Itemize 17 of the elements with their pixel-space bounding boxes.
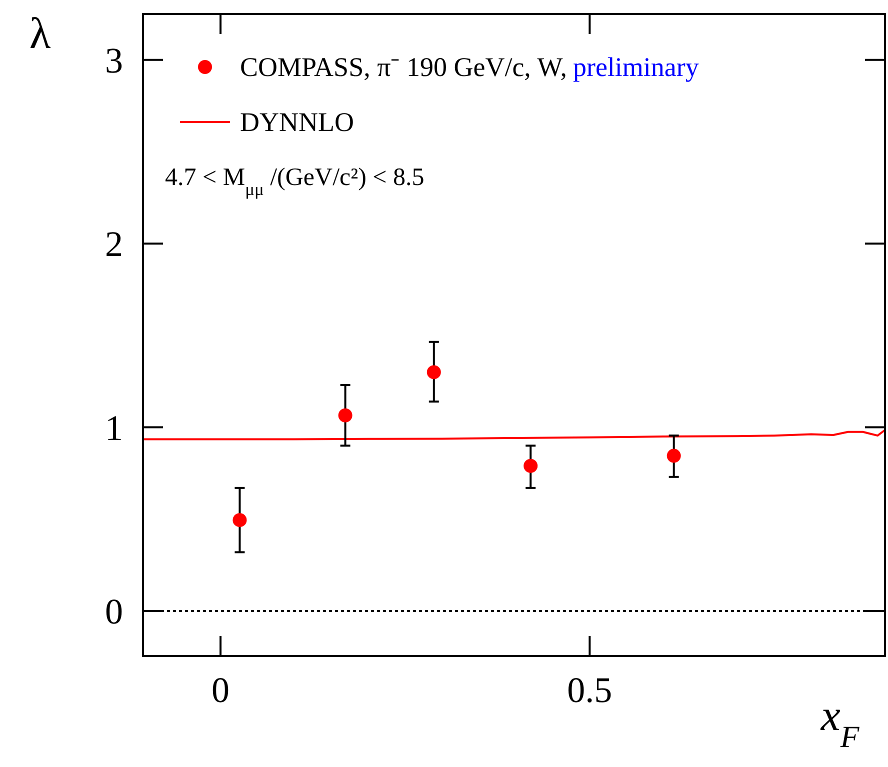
- y-tick-label: 0: [105, 592, 123, 632]
- y-axis-title: λ: [29, 9, 52, 58]
- point: [338, 408, 352, 422]
- x-axis-title: x$_{F}$: [820, 691, 860, 754]
- annotation: 4.7 < M$_{μμ}$ /(GeV/c²) < 8.5: [165, 164, 424, 199]
- annotation: preliminary: [572, 52, 700, 82]
- point: [524, 458, 538, 473]
- y-tick-label: 1: [105, 408, 123, 448]
- y-tick-label: 2: [105, 224, 123, 264]
- point: [666, 448, 681, 463]
- point: [426, 365, 441, 380]
- point: [232, 513, 247, 528]
- legend-label: DYNNLO: [240, 107, 354, 137]
- x-tick-label: 0.5: [567, 670, 612, 710]
- legend-label: COMPASS, π⁻ 190 GeV/c, W,: [240, 52, 567, 82]
- y-tick-label: 3: [105, 40, 123, 81]
- line-series: [143, 429, 885, 440]
